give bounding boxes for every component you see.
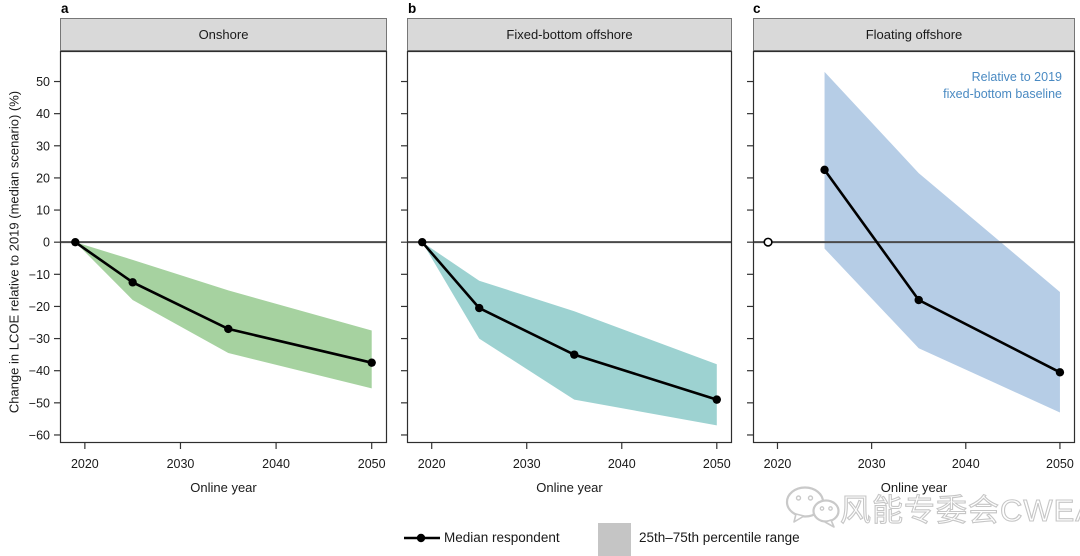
y-axis-label: Change in LCOE relative to 2019 (median … [6, 90, 22, 414]
watermark-text: 风能专委会CWEA [839, 492, 1080, 528]
panel-b-plot: 2020 2030 2040 2050 Online year [401, 50, 733, 495]
y-tick-label: −20 [29, 300, 50, 314]
y-tick-label: 0 [43, 236, 50, 250]
median-point [1055, 368, 1065, 377]
plot-frame [59, 50, 388, 444]
panel-letter-c: c [753, 1, 761, 16]
median-point [570, 350, 579, 359]
x-axis-label: Online year [190, 480, 257, 495]
x-tick-label: 2030 [513, 457, 541, 471]
reference-point-open [763, 237, 773, 247]
panel-b-header: Fixed-bottom offshore [407, 18, 732, 51]
panel-letter-a: a [61, 1, 69, 16]
x-tick-label: 2030 [167, 457, 195, 471]
median-point [367, 358, 376, 367]
median-line [74, 241, 372, 364]
y-tick-label: 20 [36, 171, 50, 185]
y-tick-label: 10 [36, 204, 50, 218]
median-point [712, 395, 721, 404]
median-point [128, 278, 137, 287]
floating-annotation: Relative to 2019 fixed-bottom baseline [943, 70, 1062, 101]
legend-band-label: 25th–75th percentile range [639, 530, 800, 545]
y-tick-label: 50 [36, 75, 50, 89]
panel-a-plot: 50 40 30 20 10 0 −10 −20 −30 −40 −50 −60 2020 2030 204… [29, 50, 388, 495]
y-tick-label: −30 [29, 332, 50, 346]
panel-b-title: Fixed-bottom offshore [506, 27, 633, 42]
panel-a-header: Onshore [60, 18, 387, 51]
wechat-icon [785, 486, 840, 528]
y-tick-label: −40 [29, 364, 50, 378]
x-tick-label: 2040 [262, 457, 290, 471]
watermark: 风能专委会CWEA [784, 484, 1080, 530]
plot-frame [406, 50, 733, 444]
x-tick-label: 2050 [1046, 457, 1074, 471]
median-point [224, 324, 233, 334]
x-axis-label: Online year [881, 480, 948, 495]
median-line [421, 241, 718, 401]
y-tick-label: 40 [36, 107, 50, 121]
percentile-band [422, 242, 717, 426]
median-line-symbol [404, 533, 440, 543]
x-tick-label: 2040 [608, 457, 636, 471]
y-tick-label: −60 [29, 428, 50, 442]
median-point [914, 295, 923, 305]
panel-c-header: Floating offshore [753, 18, 1075, 51]
x-tick-label: 2030 [858, 457, 886, 471]
panel-a-title: Onshore [198, 27, 249, 42]
x-tick-label: 2020 [71, 457, 99, 471]
median-point [418, 237, 427, 247]
x-axis-label: Online year [536, 480, 603, 495]
legend-median-label: Median respondent [444, 530, 560, 545]
plot-frame [752, 50, 1076, 444]
y-tick-label: 30 [36, 139, 50, 153]
panel-letter-b: b [408, 1, 417, 16]
panel-c-title: Floating offshore [865, 27, 963, 42]
x-tick-label: 2020 [764, 457, 792, 471]
x-tick-label: 2020 [418, 457, 446, 471]
x-tick-label: 2050 [358, 457, 386, 471]
percentile-range-swatch [598, 523, 631, 556]
median-point [71, 237, 80, 247]
percentile-band [75, 242, 372, 389]
y-tick-label: −10 [29, 268, 50, 282]
median-point [475, 303, 484, 313]
y-tick-label: −50 [29, 396, 50, 410]
x-tick-label: 2050 [703, 457, 731, 471]
median-point [820, 165, 829, 175]
panel-c-plot: 2020 2030 2040 2050 Online year [747, 50, 1076, 495]
x-tick-label: 2040 [952, 457, 980, 471]
